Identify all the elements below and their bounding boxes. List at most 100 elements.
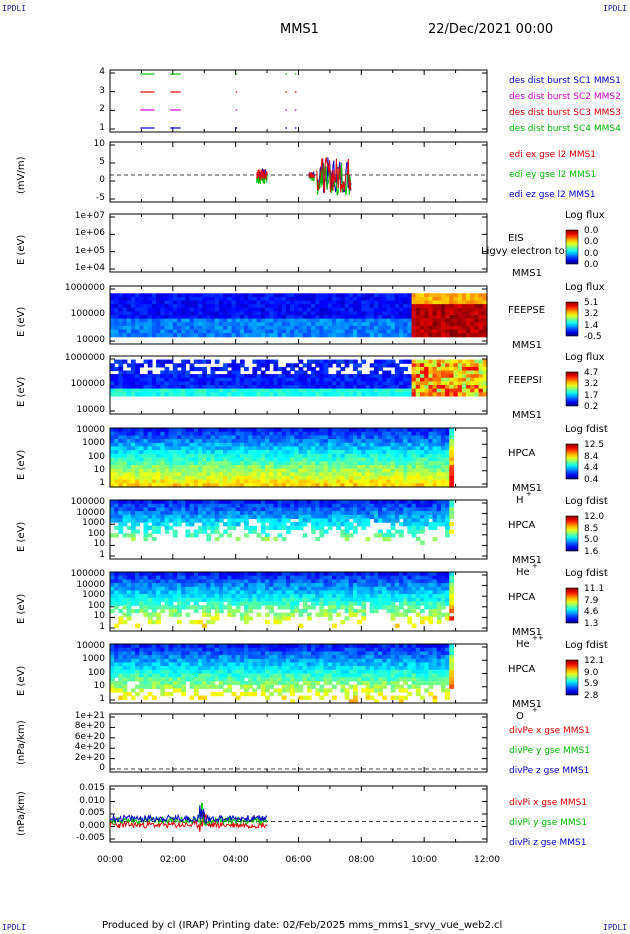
heat-cell: [185, 388, 191, 393]
heat-cell: [348, 612, 354, 617]
heat-cell: [135, 468, 140, 473]
heat-cell: [281, 453, 287, 459]
heat-cell: [294, 583, 300, 588]
heat-cell: [294, 479, 300, 484]
heat-cell: [482, 329, 488, 334]
heat-cell: [118, 597, 124, 603]
heat-cell: [210, 594, 216, 599]
heat-cell: [223, 472, 228, 477]
heat-cell: [415, 450, 421, 455]
heat-cell: [290, 450, 295, 455]
heat-cell: [164, 381, 170, 386]
heat-cell: [344, 503, 350, 508]
heat-cell: [126, 579, 132, 584]
heat-cell: [357, 315, 362, 320]
heat-cell: [369, 388, 375, 393]
heat-cell: [122, 612, 128, 617]
heat-cell: [285, 507, 291, 512]
heat-cell: [315, 315, 321, 320]
heat-cell: [122, 392, 128, 397]
heat-cell: [436, 366, 442, 372]
heat-cell: [206, 446, 212, 451]
heat-cell: [311, 370, 316, 375]
heat-cell: [290, 333, 295, 338]
heat-cell: [411, 518, 417, 523]
heat-cell: [172, 453, 178, 459]
heat-cell: [168, 296, 174, 302]
panel-frame-divpe: [109, 713, 488, 773]
heat-cell: [323, 450, 329, 455]
heat-cell: [214, 468, 220, 473]
heat-cell: [357, 575, 362, 580]
heat-cell: [135, 586, 140, 592]
heat-cell: [260, 385, 266, 390]
heat-cell: [348, 525, 354, 531]
heat-cell: [256, 472, 262, 477]
heat-cell: [214, 307, 220, 312]
heat-cell: [135, 325, 140, 331]
heat-cell: [239, 457, 245, 462]
heat-cell: [332, 597, 337, 603]
heat-cell: [181, 590, 186, 595]
heat-cell: [206, 586, 212, 592]
heat-cell: [273, 616, 279, 621]
heat-cell: [394, 435, 400, 440]
heat-cell: [156, 575, 161, 580]
heat-cell: [290, 608, 295, 614]
heat-cell: [281, 612, 287, 617]
heat-cell: [231, 461, 237, 466]
heat-cell: [340, 311, 346, 316]
heat-cell: [227, 392, 233, 397]
heat-cell: [327, 579, 333, 584]
heat-cell: [327, 392, 333, 397]
heat-cell: [394, 457, 400, 462]
heat-cell: [428, 431, 434, 436]
heat-cell: [285, 315, 291, 320]
heat-cell: [432, 381, 438, 386]
heat-cell: [265, 457, 270, 462]
heat-cell: [151, 605, 157, 610]
heat-cell: [290, 500, 295, 505]
heat-cell: [122, 300, 128, 305]
heat-cell: [156, 522, 161, 527]
heat-cell: [252, 359, 258, 364]
heat-cell: [210, 370, 216, 375]
heat-cell: [428, 366, 434, 372]
heat-cell: [214, 293, 220, 298]
heat-cell: [164, 586, 170, 592]
heat-cell: [457, 307, 463, 312]
heat-cell: [248, 616, 253, 621]
heat-cell: [420, 483, 425, 488]
heat-cell: [139, 322, 145, 327]
heat-cell: [122, 619, 128, 625]
heat-cell: [248, 479, 253, 484]
heat-cell: [415, 366, 421, 372]
heat-cell: [344, 511, 350, 516]
heat-cell: [235, 475, 241, 481]
heat-cell: [223, 388, 228, 393]
heat-cell: [126, 514, 132, 520]
heat-cell: [428, 514, 434, 520]
heat-cell: [298, 518, 304, 523]
heat-cell: [227, 296, 233, 302]
heat-cell: [122, 601, 128, 606]
heat-cell: [223, 300, 228, 305]
heat-cell: [181, 511, 186, 516]
heat-cell: [332, 594, 337, 599]
heat-cell: [193, 586, 199, 592]
heat-cell: [185, 293, 191, 298]
heat-cell: [214, 359, 220, 364]
heat-cell: [428, 457, 434, 462]
heat-cell: [110, 586, 115, 592]
heat-cell: [420, 453, 425, 459]
heat-cell: [403, 293, 408, 298]
heat-cell: [340, 619, 346, 625]
heat-cell: [147, 318, 153, 323]
heat-cell: [428, 293, 434, 298]
heat-cell: [143, 325, 149, 331]
heat-cell: [369, 385, 375, 390]
heat-cell: [386, 514, 392, 520]
heat-cell: [122, 442, 128, 448]
heat-cell: [223, 468, 228, 473]
heat-cell: [306, 468, 312, 473]
